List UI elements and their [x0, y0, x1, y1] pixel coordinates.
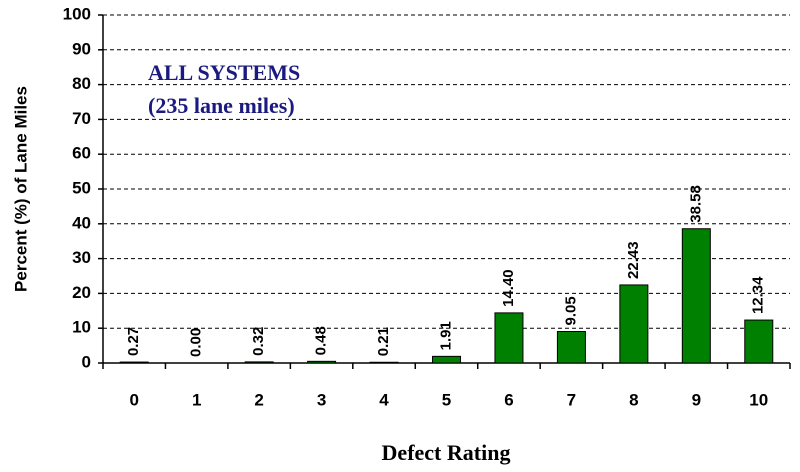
y-tick-label: 50	[72, 178, 91, 197]
y-tick-label: 100	[63, 4, 91, 23]
x-tick-label: 8	[629, 390, 638, 409]
y-tick-label: 70	[72, 109, 91, 128]
y-tick-label: 60	[72, 144, 91, 163]
bar	[494, 312, 524, 364]
bar	[119, 361, 149, 364]
bar	[619, 284, 649, 364]
value-label: 22.43	[625, 241, 642, 279]
x-axis-label: Defect Rating	[382, 440, 511, 465]
value-label: 0.21	[375, 327, 392, 356]
y-tick-label: 80	[72, 74, 91, 93]
bar	[307, 360, 337, 364]
x-tick-label: 5	[442, 390, 451, 409]
x-tick-label: 4	[379, 390, 389, 409]
value-label: 14.40	[500, 269, 517, 307]
value-label: 1.91	[437, 321, 454, 350]
y-tick-label: 20	[72, 283, 91, 302]
annotation: (235 lane miles)	[148, 93, 295, 118]
y-tick-label: 0	[82, 352, 91, 371]
bar	[556, 331, 586, 364]
x-tick-label: 9	[692, 390, 701, 409]
x-tick-label: 1	[192, 390, 201, 409]
x-tick-label: 7	[567, 390, 576, 409]
bar	[244, 361, 274, 364]
y-tick-label: 90	[72, 39, 91, 58]
value-label: 0.27	[125, 327, 142, 356]
y-tick-label: 30	[72, 248, 91, 267]
x-tick-label: 6	[504, 390, 513, 409]
y-tick-label: 10	[72, 318, 91, 337]
value-label: 0.48	[313, 326, 330, 355]
x-tick-label: 0	[129, 390, 138, 409]
bar	[681, 228, 711, 364]
annotation: ALL SYSTEMS	[148, 60, 300, 85]
value-label: 0.00	[188, 328, 205, 357]
value-label: 0.32	[250, 327, 267, 356]
bar	[432, 355, 461, 364]
value-label: 12.34	[750, 276, 767, 314]
x-tick-label: 10	[749, 390, 768, 409]
x-tick-label: 3	[317, 390, 326, 409]
x-tick-label: 2	[254, 390, 263, 409]
y-tick-label: 40	[72, 213, 91, 232]
value-label: 9.05	[562, 296, 579, 325]
value-label: 38.58	[687, 185, 704, 223]
bar	[369, 361, 399, 364]
bar	[744, 319, 774, 364]
y-axis-label: Percent (%) of Lane Miles	[11, 86, 30, 292]
